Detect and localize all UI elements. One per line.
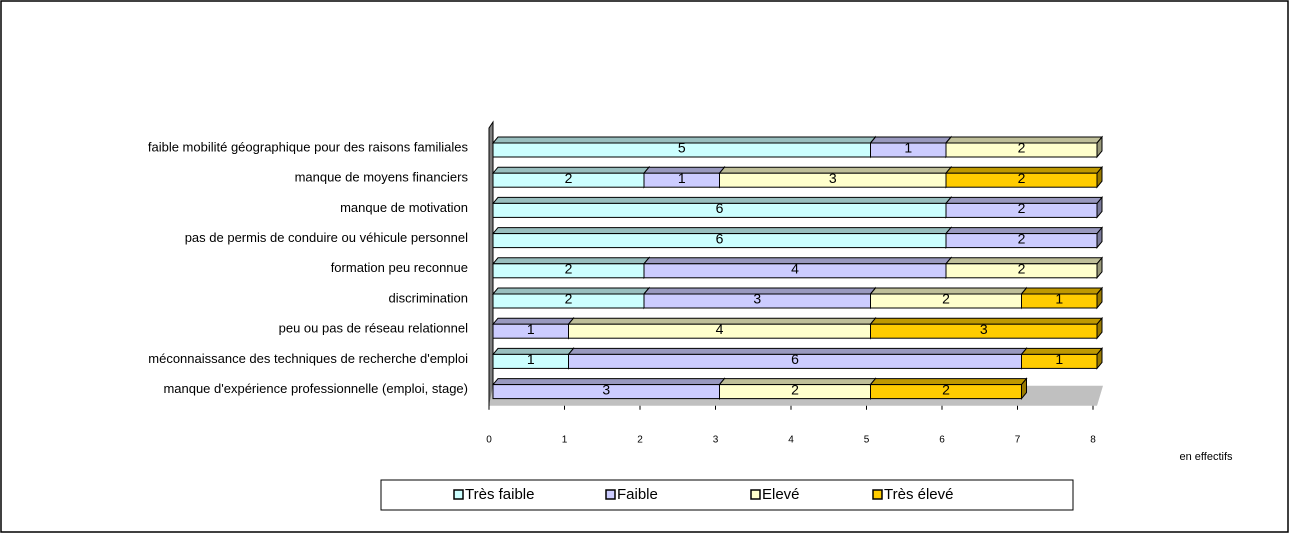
bar-front bbox=[945, 142, 1098, 158]
category-label: formation peu reconnue bbox=[331, 260, 468, 275]
bar-segment bbox=[869, 377, 1028, 400]
x-tick-label: 0 bbox=[486, 434, 492, 445]
bar-segment bbox=[718, 165, 953, 189]
legend-label: Elevé bbox=[762, 486, 800, 503]
category-label: manque de moyens financiers bbox=[295, 170, 469, 185]
bar-segment bbox=[869, 286, 1028, 310]
data-label: 2 bbox=[1018, 230, 1026, 246]
category-label: méconnaissance des techniques de recherc… bbox=[148, 351, 468, 366]
bar-segment bbox=[567, 347, 1028, 370]
x-tick-label: 4 bbox=[788, 434, 794, 445]
data-label: 5 bbox=[678, 140, 686, 156]
data-label: 1 bbox=[904, 140, 912, 156]
legend-box bbox=[380, 479, 1074, 511]
bar-front bbox=[945, 233, 1098, 249]
bar-segment bbox=[944, 135, 1104, 159]
data-label: 4 bbox=[791, 261, 799, 277]
bar-front bbox=[1021, 293, 1098, 309]
bar-segment bbox=[944, 256, 1104, 280]
data-label: 2 bbox=[942, 381, 950, 397]
data-label: 2 bbox=[565, 261, 573, 277]
bar-segment bbox=[491, 226, 953, 249]
bar-segment bbox=[1020, 286, 1104, 310]
x-tick-label: 3 bbox=[713, 434, 719, 445]
bar-front bbox=[1021, 353, 1098, 369]
data-label: 3 bbox=[980, 321, 988, 337]
legend-label: Faible bbox=[617, 486, 658, 503]
x-tick-label: 2 bbox=[637, 434, 643, 445]
x-tick-label: 7 bbox=[1015, 434, 1021, 445]
axis-label: en effectifs bbox=[1180, 451, 1233, 463]
legend-label: Très faible bbox=[465, 486, 534, 503]
data-label: 1 bbox=[1055, 351, 1063, 367]
bar-front bbox=[945, 263, 1098, 279]
data-label: 3 bbox=[602, 381, 610, 397]
data-label: 6 bbox=[791, 351, 799, 367]
data-label: 1 bbox=[527, 321, 535, 337]
data-label: 3 bbox=[753, 291, 761, 307]
data-label: 2 bbox=[1018, 140, 1026, 156]
bar-front bbox=[945, 202, 1098, 218]
x-tick-label: 1 bbox=[562, 434, 568, 445]
legend-label: Très élevé bbox=[884, 486, 953, 503]
category-label: pas de permis de conduire ou véhicule pe… bbox=[185, 230, 468, 245]
category-label: faible mobilité géographique pour des ra… bbox=[148, 139, 469, 154]
bar-segment bbox=[944, 196, 1104, 219]
bar-segment bbox=[944, 165, 1104, 189]
category-label: manque d'expérience professionnelle (emp… bbox=[163, 381, 468, 396]
x-tick-label: 6 bbox=[939, 434, 945, 445]
bar-segment bbox=[491, 196, 953, 219]
data-label: 2 bbox=[1018, 200, 1026, 216]
data-label: 1 bbox=[678, 170, 686, 186]
data-label: 6 bbox=[716, 200, 724, 216]
data-label: 2 bbox=[942, 291, 950, 307]
data-label: 2 bbox=[565, 170, 573, 186]
data-label: 2 bbox=[791, 381, 799, 397]
category-label: discrimination bbox=[389, 290, 468, 305]
legend-swatch bbox=[750, 489, 761, 500]
data-label: 2 bbox=[1018, 170, 1026, 186]
bar-segment bbox=[718, 377, 877, 400]
data-label: 6 bbox=[716, 230, 724, 246]
data-label: 1 bbox=[527, 351, 535, 367]
bar-front bbox=[870, 384, 1022, 400]
x-tick-label: 5 bbox=[864, 434, 870, 445]
bar-segment bbox=[869, 316, 1104, 340]
legend-swatch bbox=[453, 489, 464, 500]
x-tick-label: 8 bbox=[1090, 434, 1096, 445]
bar-segment bbox=[567, 316, 877, 340]
category-label: peu ou pas de réseau relationnel bbox=[279, 321, 468, 336]
legend-swatch bbox=[872, 489, 883, 500]
bar-front bbox=[945, 172, 1098, 188]
data-label: 3 bbox=[829, 170, 837, 186]
bar-front bbox=[870, 323, 1098, 339]
legend-swatch bbox=[605, 489, 616, 500]
category-label: manque de motivation bbox=[340, 200, 468, 215]
bar-segment bbox=[944, 226, 1104, 249]
data-label: 1 bbox=[1055, 291, 1063, 307]
data-label: 2 bbox=[565, 291, 573, 307]
data-label: 2 bbox=[1018, 261, 1026, 277]
data-label: 4 bbox=[716, 321, 724, 337]
bar-segment bbox=[1020, 347, 1104, 370]
